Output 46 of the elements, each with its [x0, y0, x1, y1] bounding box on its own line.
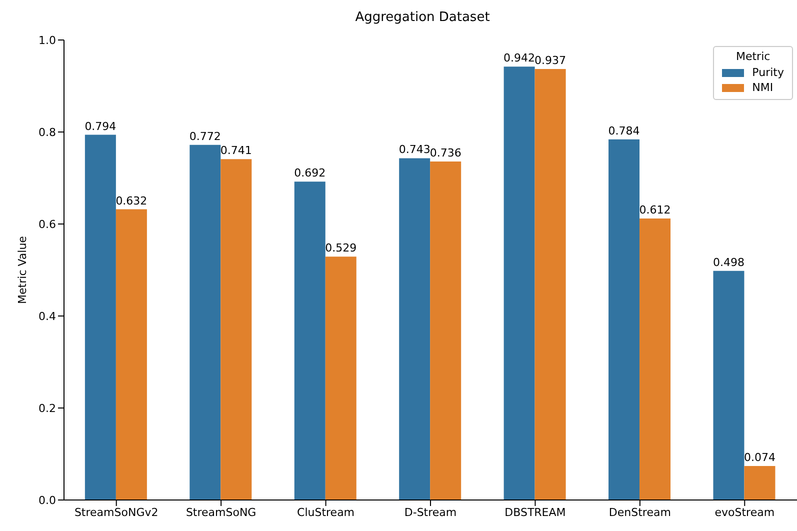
bar — [294, 182, 326, 500]
bar — [608, 139, 640, 500]
bar — [504, 66, 535, 500]
bar — [116, 209, 147, 500]
x-tick-label: DBSTREAM — [504, 506, 566, 519]
y-tick-label: 1.0 — [38, 34, 56, 47]
data-label: 0.794 — [84, 120, 116, 133]
data-label: 0.692 — [294, 166, 326, 180]
bar — [430, 161, 462, 500]
data-label: 0.074 — [744, 450, 776, 464]
y-tick-label: 0.2 — [38, 402, 56, 415]
y-tick-label: 0.0 — [38, 494, 56, 507]
data-label: 0.498 — [712, 256, 744, 269]
x-tick-label: StreamSoNGv2 — [74, 506, 158, 519]
data-label: 0.937 — [534, 54, 566, 67]
data-label: 0.736 — [430, 146, 462, 160]
bar — [534, 68, 566, 500]
bar — [190, 144, 221, 500]
bar — [640, 218, 671, 500]
x-tick-label: CluStream — [297, 506, 355, 519]
data-label: 0.772 — [189, 130, 221, 143]
legend-title: Metric — [734, 50, 772, 63]
y-tick-label: 0.8 — [38, 126, 56, 139]
data-label: 0.529 — [325, 242, 357, 255]
legend-label: Purity — [752, 66, 784, 79]
x-tick-label: StreamSoNG — [186, 506, 256, 519]
data-label: 0.743 — [398, 143, 430, 156]
y-tick-label: 0.6 — [38, 218, 56, 231]
bar — [220, 159, 252, 500]
x-tick-label: DenStream — [608, 506, 671, 519]
legend-label: NMI — [752, 81, 774, 94]
y-tick-label: 0.4 — [38, 310, 56, 323]
bar — [744, 466, 776, 500]
bar — [325, 256, 356, 500]
y-axis-title: Metric Value — [16, 236, 29, 304]
bar — [713, 270, 744, 500]
x-tick-label: evoStream — [714, 506, 775, 519]
bar — [84, 134, 116, 500]
data-label: 0.784 — [608, 124, 640, 138]
data-label: 0.612 — [639, 203, 671, 216]
data-label: 0.741 — [220, 144, 252, 158]
x-tick-label: D-Stream — [404, 506, 457, 519]
data-label: 0.942 — [504, 52, 536, 65]
data-label: 0.632 — [116, 194, 148, 208]
chart-title: Aggregation Dataset — [354, 9, 491, 27]
bar — [399, 158, 430, 500]
